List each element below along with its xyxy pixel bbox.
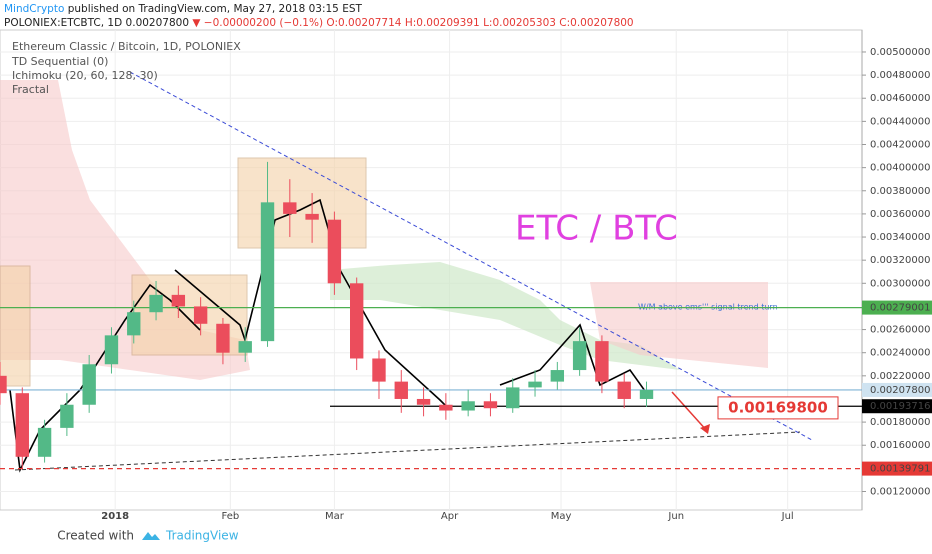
y-tick-label: 0.00220000 — [870, 371, 930, 382]
y-tick-label: 0.00160000 — [870, 440, 930, 451]
price: 0.00207800 — [126, 17, 189, 29]
candle-body — [260, 202, 275, 342]
price-tag — [862, 382, 932, 397]
candle-body — [82, 364, 96, 405]
ohlc: C:0.00207800 — [559, 17, 633, 29]
candle-body — [104, 335, 119, 365]
y-tick-label: 0.00380000 — [870, 186, 930, 197]
change: ▼ −0.00000200 (−0.1%) — [192, 17, 323, 29]
arrow — [671, 391, 709, 433]
symbol-line: POLONIEX:ETCBTC, 1D 0.00207800 ▼ −0.0000… — [4, 17, 634, 29]
candle-body — [483, 401, 498, 409]
x-tick-label: May — [551, 511, 572, 522]
arrow-head — [700, 424, 710, 434]
y-tick-label: 0.00120000 — [870, 486, 930, 497]
price-tag-label: 0.00279001 — [870, 303, 930, 314]
logo — [142, 532, 160, 540]
candle-body — [149, 294, 163, 313]
price-tag — [862, 399, 932, 414]
y-tick-label: 0.00480000 — [870, 70, 930, 81]
y-tick-label: 0.00300000 — [870, 278, 930, 289]
candle-body — [350, 283, 364, 359]
y-tick-label: 0.00180000 — [870, 417, 930, 428]
price-tag-label: 0.00207800 — [870, 385, 930, 396]
candle-body — [0, 375, 7, 394]
candle-body — [216, 323, 230, 353]
pattern-line — [174, 198, 446, 406]
y-tick-label: 0.00420000 — [870, 140, 930, 151]
candle-body — [238, 341, 252, 353]
candle-body — [439, 404, 453, 411]
x-tick-label: Jul — [781, 511, 794, 522]
price-tag-label: 0.00139791 — [870, 464, 930, 475]
ichimoku-cloud-green — [330, 262, 680, 370]
candle-body — [127, 312, 141, 336]
candle-body — [60, 404, 74, 428]
box — [237, 157, 367, 249]
symbol: POLONIEX:ETCBTC, 1D — [4, 17, 122, 29]
ichimoku-cloud-future — [590, 282, 768, 368]
candle-body — [15, 393, 29, 457]
candle-body — [528, 381, 542, 388]
candle-body — [550, 370, 565, 382]
x-tick-label: Feb — [222, 511, 240, 522]
x-tick-label: Jun — [667, 511, 684, 522]
x-tick-label: Apr — [441, 511, 459, 522]
annotation: ETC / BTC — [515, 209, 678, 249]
candle-body — [639, 389, 654, 399]
pattern-line — [499, 323, 651, 399]
legend-entry: Fractal — [12, 83, 49, 96]
x-tick-label: Mar — [325, 511, 345, 522]
candle-body — [305, 213, 319, 220]
y-tick-label: 0.00360000 — [870, 209, 930, 220]
target-label: 0.00169800 — [728, 398, 828, 416]
price-tag — [862, 300, 932, 315]
footer-brand: TradingView — [165, 529, 239, 543]
legend-entry: Ichimoku (20, 60, 128, 30) — [12, 69, 158, 82]
candle-body — [617, 381, 631, 399]
y-tick-label: 0.00400000 — [870, 163, 930, 174]
candle-body — [506, 387, 520, 409]
footer-text: Created with — [57, 529, 134, 543]
box — [0, 265, 31, 387]
candle-body — [193, 306, 208, 324]
ohlc: H:0.00209391 — [405, 17, 480, 29]
y-tick-label: 0.00340000 — [870, 232, 930, 243]
trend-line — [14, 431, 801, 471]
candle-body — [283, 202, 297, 214]
y-tick-label: 0.00500000 — [870, 47, 930, 58]
target-box — [717, 396, 839, 420]
candle-body — [572, 341, 587, 371]
x-tick-label: 2018 — [101, 511, 129, 522]
price-tag — [862, 461, 932, 476]
candle-body — [416, 398, 431, 405]
ohlc: O:0.00207714 — [326, 17, 401, 29]
pattern-line — [9, 283, 201, 473]
candle-body — [394, 381, 408, 399]
y-tick-label: 0.00440000 — [870, 116, 930, 127]
y-tick-label: 0.00460000 — [870, 93, 930, 104]
candle-body — [171, 294, 186, 307]
candle-body — [327, 219, 342, 284]
ichimoku-cloud — [0, 80, 250, 380]
candle-body — [372, 358, 386, 382]
candle-body — [37, 427, 52, 457]
trend-line — [129, 71, 813, 441]
published: published on TradingView.com, May 27, 20… — [68, 3, 363, 15]
legend-entry: Ethereum Classic / Bitcoin, 1D, POLONIEX — [12, 40, 241, 53]
candle-body — [595, 341, 609, 382]
price-tag-label: 0.00193716 — [870, 401, 930, 412]
y-tick-label: 0.00260000 — [870, 325, 930, 336]
y-tick-label: 0.00320000 — [870, 255, 930, 266]
header-line: MindCrypto published on TradingView.com,… — [4, 3, 362, 15]
candle-body — [461, 401, 475, 411]
ohlc: L:0.00205303 — [483, 17, 556, 29]
author: MindCrypto — [4, 3, 64, 15]
legend-entry: TD Sequential (0) — [11, 55, 108, 68]
y-tick-label: 0.00240000 — [870, 348, 930, 359]
